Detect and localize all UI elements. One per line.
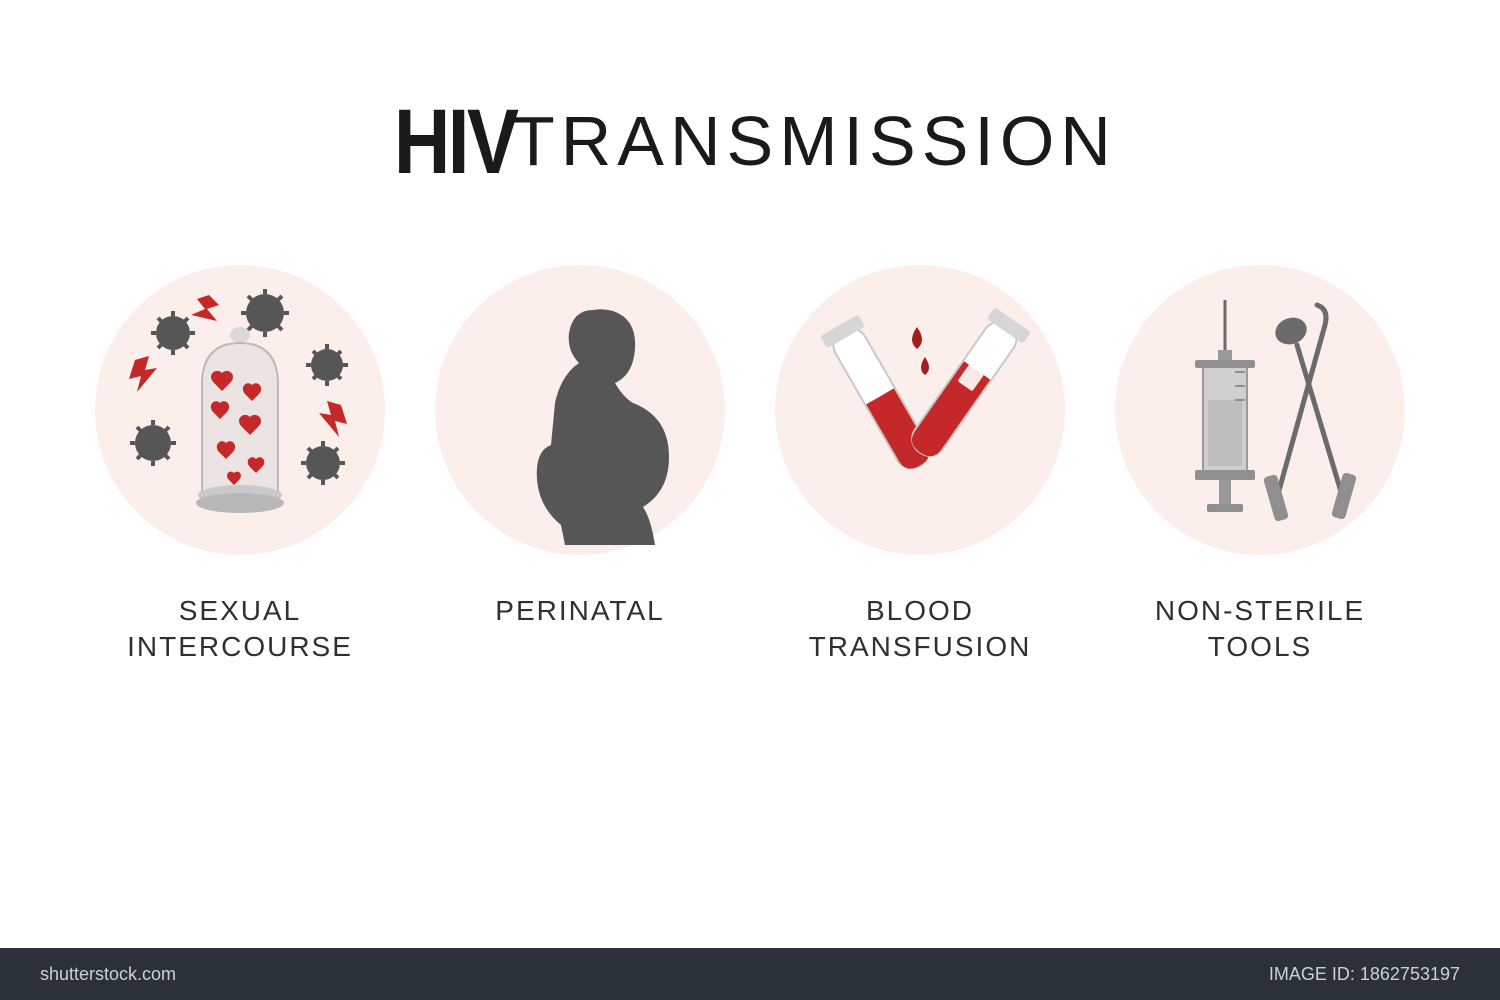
icon-circle xyxy=(435,265,725,555)
footer-bar: shutterstock.com IMAGE ID: 1862753197 xyxy=(0,948,1500,1000)
item-label: BLOOD TRANSFUSION xyxy=(809,593,1032,666)
condom-virus-icon xyxy=(95,265,385,555)
syringe-tools-icon xyxy=(1115,265,1405,555)
pregnant-icon xyxy=(435,265,725,555)
icon-circle xyxy=(1115,265,1405,555)
icon-circle xyxy=(95,265,385,555)
footer-left: shutterstock.com xyxy=(40,964,176,985)
item-perinatal: PERINATAL xyxy=(420,265,740,629)
transmission-row: SEXUAL INTERCOURSE PERINATAL xyxy=(0,195,1500,666)
title-light: TRANSMISSION xyxy=(512,101,1117,181)
icon-circle xyxy=(775,265,1065,555)
title-bold: HIV xyxy=(394,90,517,195)
item-label: NON-STERILE TOOLS xyxy=(1155,593,1365,666)
footer-right: IMAGE ID: 1862753197 xyxy=(1269,964,1460,985)
page-title: HIV TRANSMISSION xyxy=(0,0,1500,195)
blood-tubes-icon xyxy=(775,265,1065,555)
item-blood: BLOOD TRANSFUSION xyxy=(760,265,1080,666)
item-tools: NON-STERILE TOOLS xyxy=(1100,265,1420,666)
item-label: SEXUAL INTERCOURSE xyxy=(127,593,353,666)
item-label: PERINATAL xyxy=(495,593,664,629)
item-sexual: SEXUAL INTERCOURSE xyxy=(80,265,400,666)
